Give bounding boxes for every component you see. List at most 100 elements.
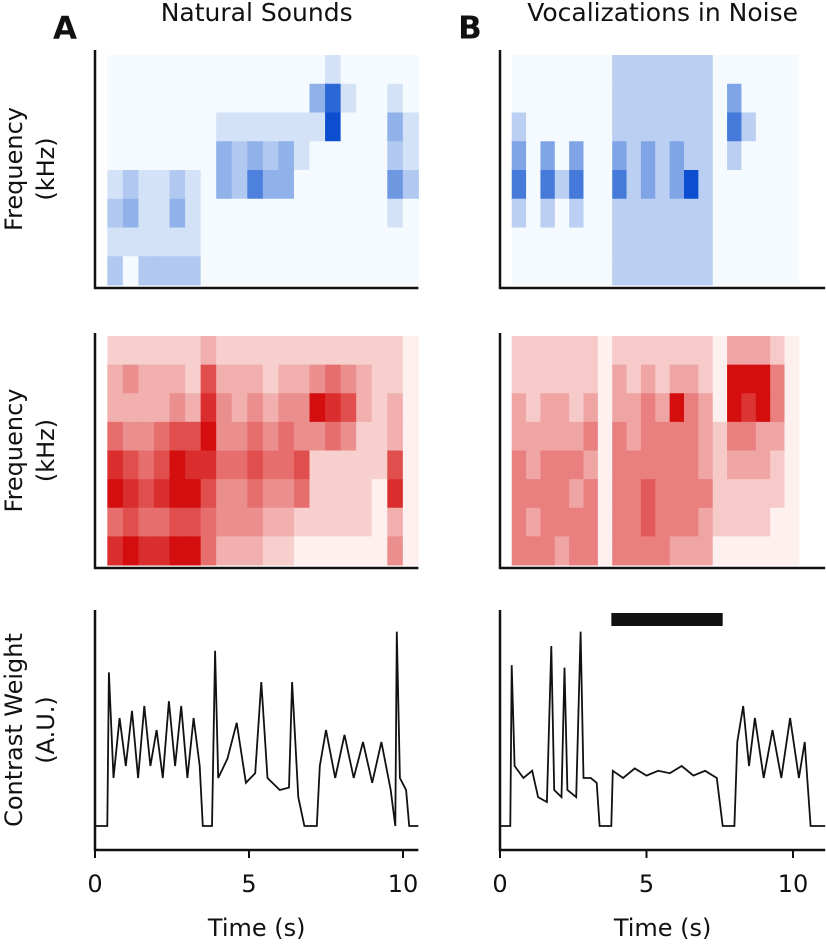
heatmap-cell xyxy=(770,227,786,257)
heatmap-cell xyxy=(741,83,757,113)
heatmap-cell xyxy=(640,256,656,286)
heatmap-cell xyxy=(727,55,742,85)
heatmap-cell xyxy=(583,256,599,286)
heatmap-cell xyxy=(597,170,613,200)
heatmap-cell xyxy=(540,507,556,537)
heatmap-cell xyxy=(293,336,311,366)
heatmap-cell xyxy=(138,336,155,366)
heatmap-cell xyxy=(340,507,357,537)
heatmap-cell xyxy=(741,479,757,509)
heatmap-cell xyxy=(107,141,124,171)
heatmap-cell xyxy=(200,336,217,366)
heatmap-cell xyxy=(122,507,139,537)
heatmap-cell xyxy=(540,55,556,85)
heatmap-cell xyxy=(640,364,656,394)
heatmap-cell xyxy=(741,112,757,142)
heatmap-cell xyxy=(169,256,186,286)
heatmap-cell xyxy=(612,112,628,142)
heatmap-cell xyxy=(122,55,139,85)
heatmap-cell xyxy=(640,227,656,257)
y-axis-label: Contrast Weight xyxy=(0,633,28,827)
heatmap-cell xyxy=(698,336,714,366)
heatmap-cell xyxy=(755,83,771,113)
heatmap-cell xyxy=(540,421,556,451)
heatmap-cell xyxy=(684,55,699,85)
heatmap-cell xyxy=(262,55,279,85)
heatmap-cell xyxy=(122,421,139,451)
heatmap-cell xyxy=(309,536,326,566)
heatmap-cell xyxy=(402,112,419,142)
heatmap-cell xyxy=(371,507,388,537)
heatmap-cell xyxy=(309,364,326,394)
heatmap-cell xyxy=(185,256,202,286)
heatmap-cell xyxy=(612,170,628,200)
heatmap-cell xyxy=(655,198,671,228)
heatmap-cell xyxy=(526,450,541,480)
heatmap-cell xyxy=(784,55,800,85)
heatmap-cell xyxy=(741,336,757,366)
heatmap-cell xyxy=(526,227,541,257)
heatmap-cell xyxy=(712,55,728,85)
heatmap-cell xyxy=(612,198,628,228)
heatmap-cell xyxy=(247,55,264,85)
heatmap-cell xyxy=(712,336,728,366)
heatmap-cell xyxy=(626,507,642,537)
heatmap-cell xyxy=(712,83,728,113)
heatmap-cell xyxy=(698,393,714,423)
heatmap-cell xyxy=(138,450,155,480)
heatmap-cell xyxy=(247,227,264,257)
heatmap-cell xyxy=(612,479,628,509)
heatmap-cell xyxy=(122,364,139,394)
heatmap-cell xyxy=(325,170,342,200)
heatmap-cell xyxy=(293,393,311,423)
heatmap-cell xyxy=(107,336,124,366)
heatmap-cell xyxy=(669,479,685,509)
heatmap-cell xyxy=(356,83,373,113)
heatmap-cell xyxy=(387,450,404,480)
heatmap-cell xyxy=(293,256,311,286)
heatmap-cell xyxy=(669,141,685,171)
heatmap-cell xyxy=(122,141,139,171)
heatmap-cell xyxy=(540,336,556,366)
heatmap-cell xyxy=(669,421,685,451)
heatmap-cell xyxy=(371,393,388,423)
heatmap-cell xyxy=(698,479,714,509)
heatmap-cell xyxy=(554,507,570,537)
heatmap-cell xyxy=(387,536,404,566)
heatmap-cell xyxy=(293,507,311,537)
heatmap-cell xyxy=(185,112,202,142)
heatmap-cell xyxy=(153,112,171,142)
heatmap-cell xyxy=(371,336,388,366)
heatmap-cell xyxy=(402,421,419,451)
heatmap-cell xyxy=(293,479,311,509)
heatmap-cell xyxy=(684,83,699,113)
heatmap-cell xyxy=(569,141,585,171)
heatmap-cell xyxy=(540,227,556,257)
heatmap-cell xyxy=(540,256,556,286)
heatmap-cell xyxy=(216,170,233,200)
heatmap-cell xyxy=(138,364,155,394)
heatmap-cell xyxy=(655,364,671,394)
heatmap-cell xyxy=(583,112,599,142)
heatmap-cell xyxy=(169,198,186,228)
heatmap-cell xyxy=(107,227,124,257)
heatmap-cell xyxy=(655,421,671,451)
heatmap-cell xyxy=(200,83,217,113)
heatmap-cell xyxy=(185,198,202,228)
heatmap-cell xyxy=(612,536,628,566)
heatmap-cell xyxy=(684,536,699,566)
heatmap-cell xyxy=(669,227,685,257)
heatmap-cell xyxy=(309,479,326,509)
heatmap-cell xyxy=(122,479,139,509)
heatmap-cell xyxy=(216,55,233,85)
heatmap-cell xyxy=(200,364,217,394)
heatmap-cell xyxy=(371,141,388,171)
heatmap-cell xyxy=(597,421,613,451)
heatmap-cell xyxy=(698,198,714,228)
heatmap-cell xyxy=(626,393,642,423)
heatmap-cell xyxy=(185,507,202,537)
heatmap-cell xyxy=(640,536,656,566)
heatmap-cell xyxy=(402,507,419,537)
panel-title: Natural Sounds xyxy=(161,0,353,27)
heatmap-cell xyxy=(640,393,656,423)
